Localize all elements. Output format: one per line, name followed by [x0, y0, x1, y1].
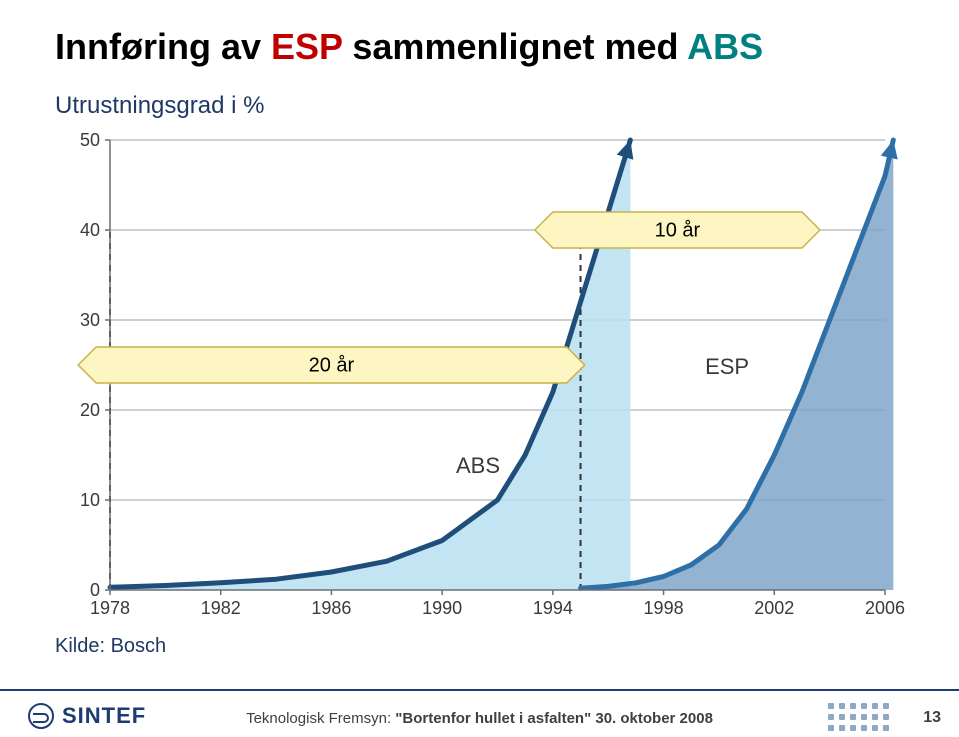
footer-divider — [0, 689, 959, 691]
svg-text:10 år: 10 år — [655, 219, 701, 241]
footer: SINTEF Teknologisk Fremsyn: "Bortenfor h… — [0, 689, 959, 737]
footer-text-bold: "Bortenfor hullet i asfalten" 30. oktobe… — [395, 710, 713, 727]
svg-text:20 år: 20 år — [309, 354, 355, 376]
svg-text:ABS: ABS — [456, 453, 500, 478]
chart-subtitle: Utrustningsgrad i % — [55, 92, 264, 120]
chart: ABS ESP 0 10 20 30 40 50 1978 1982 1986 1990 1994 199… — [55, 130, 905, 630]
svg-text:2002: 2002 — [754, 598, 794, 618]
footer-dots-icon — [828, 703, 889, 731]
svg-text:2006: 2006 — [865, 598, 905, 618]
svg-text:1986: 1986 — [311, 598, 351, 618]
svg-text:1982: 1982 — [201, 598, 241, 618]
svg-text:30: 30 — [80, 310, 100, 330]
svg-text:1978: 1978 — [90, 598, 130, 618]
svg-text:40: 40 — [80, 220, 100, 240]
svg-text:10: 10 — [80, 490, 100, 510]
svg-text:1990: 1990 — [422, 598, 462, 618]
svg-text:ESP: ESP — [705, 354, 749, 379]
footer-center-text: Teknologisk Fremsyn: "Bortenfor hullet i… — [0, 710, 959, 727]
page-number: 13 — [923, 709, 941, 727]
title-h2: ABS — [687, 26, 763, 67]
footer-text-prefix: Teknologisk Fremsyn: — [246, 710, 395, 727]
source-label: Kilde: Bosch — [55, 635, 166, 658]
title-middle: sammenlignet med — [342, 26, 687, 67]
slide: Innføring av ESP sammenlignet med ABS Ut… — [0, 0, 959, 737]
slide-title: Innføring av ESP sammenlignet med ABS — [55, 26, 763, 68]
title-h1: ESP — [271, 26, 342, 67]
title-prefix: Innføring av — [55, 26, 271, 67]
svg-text:1998: 1998 — [644, 598, 684, 618]
chart-svg: ABS ESP 0 10 20 30 40 50 1978 1982 1986 1990 1994 199… — [55, 130, 905, 630]
svg-text:0: 0 — [90, 580, 100, 600]
svg-text:20: 20 — [80, 400, 100, 420]
svg-text:1994: 1994 — [533, 598, 573, 618]
svg-text:50: 50 — [80, 130, 100, 150]
